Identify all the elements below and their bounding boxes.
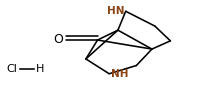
Text: HN: HN [107,6,125,16]
Text: NH: NH [111,69,129,79]
Text: O: O [54,33,64,46]
Text: Cl: Cl [7,64,18,74]
Text: H: H [36,64,44,74]
